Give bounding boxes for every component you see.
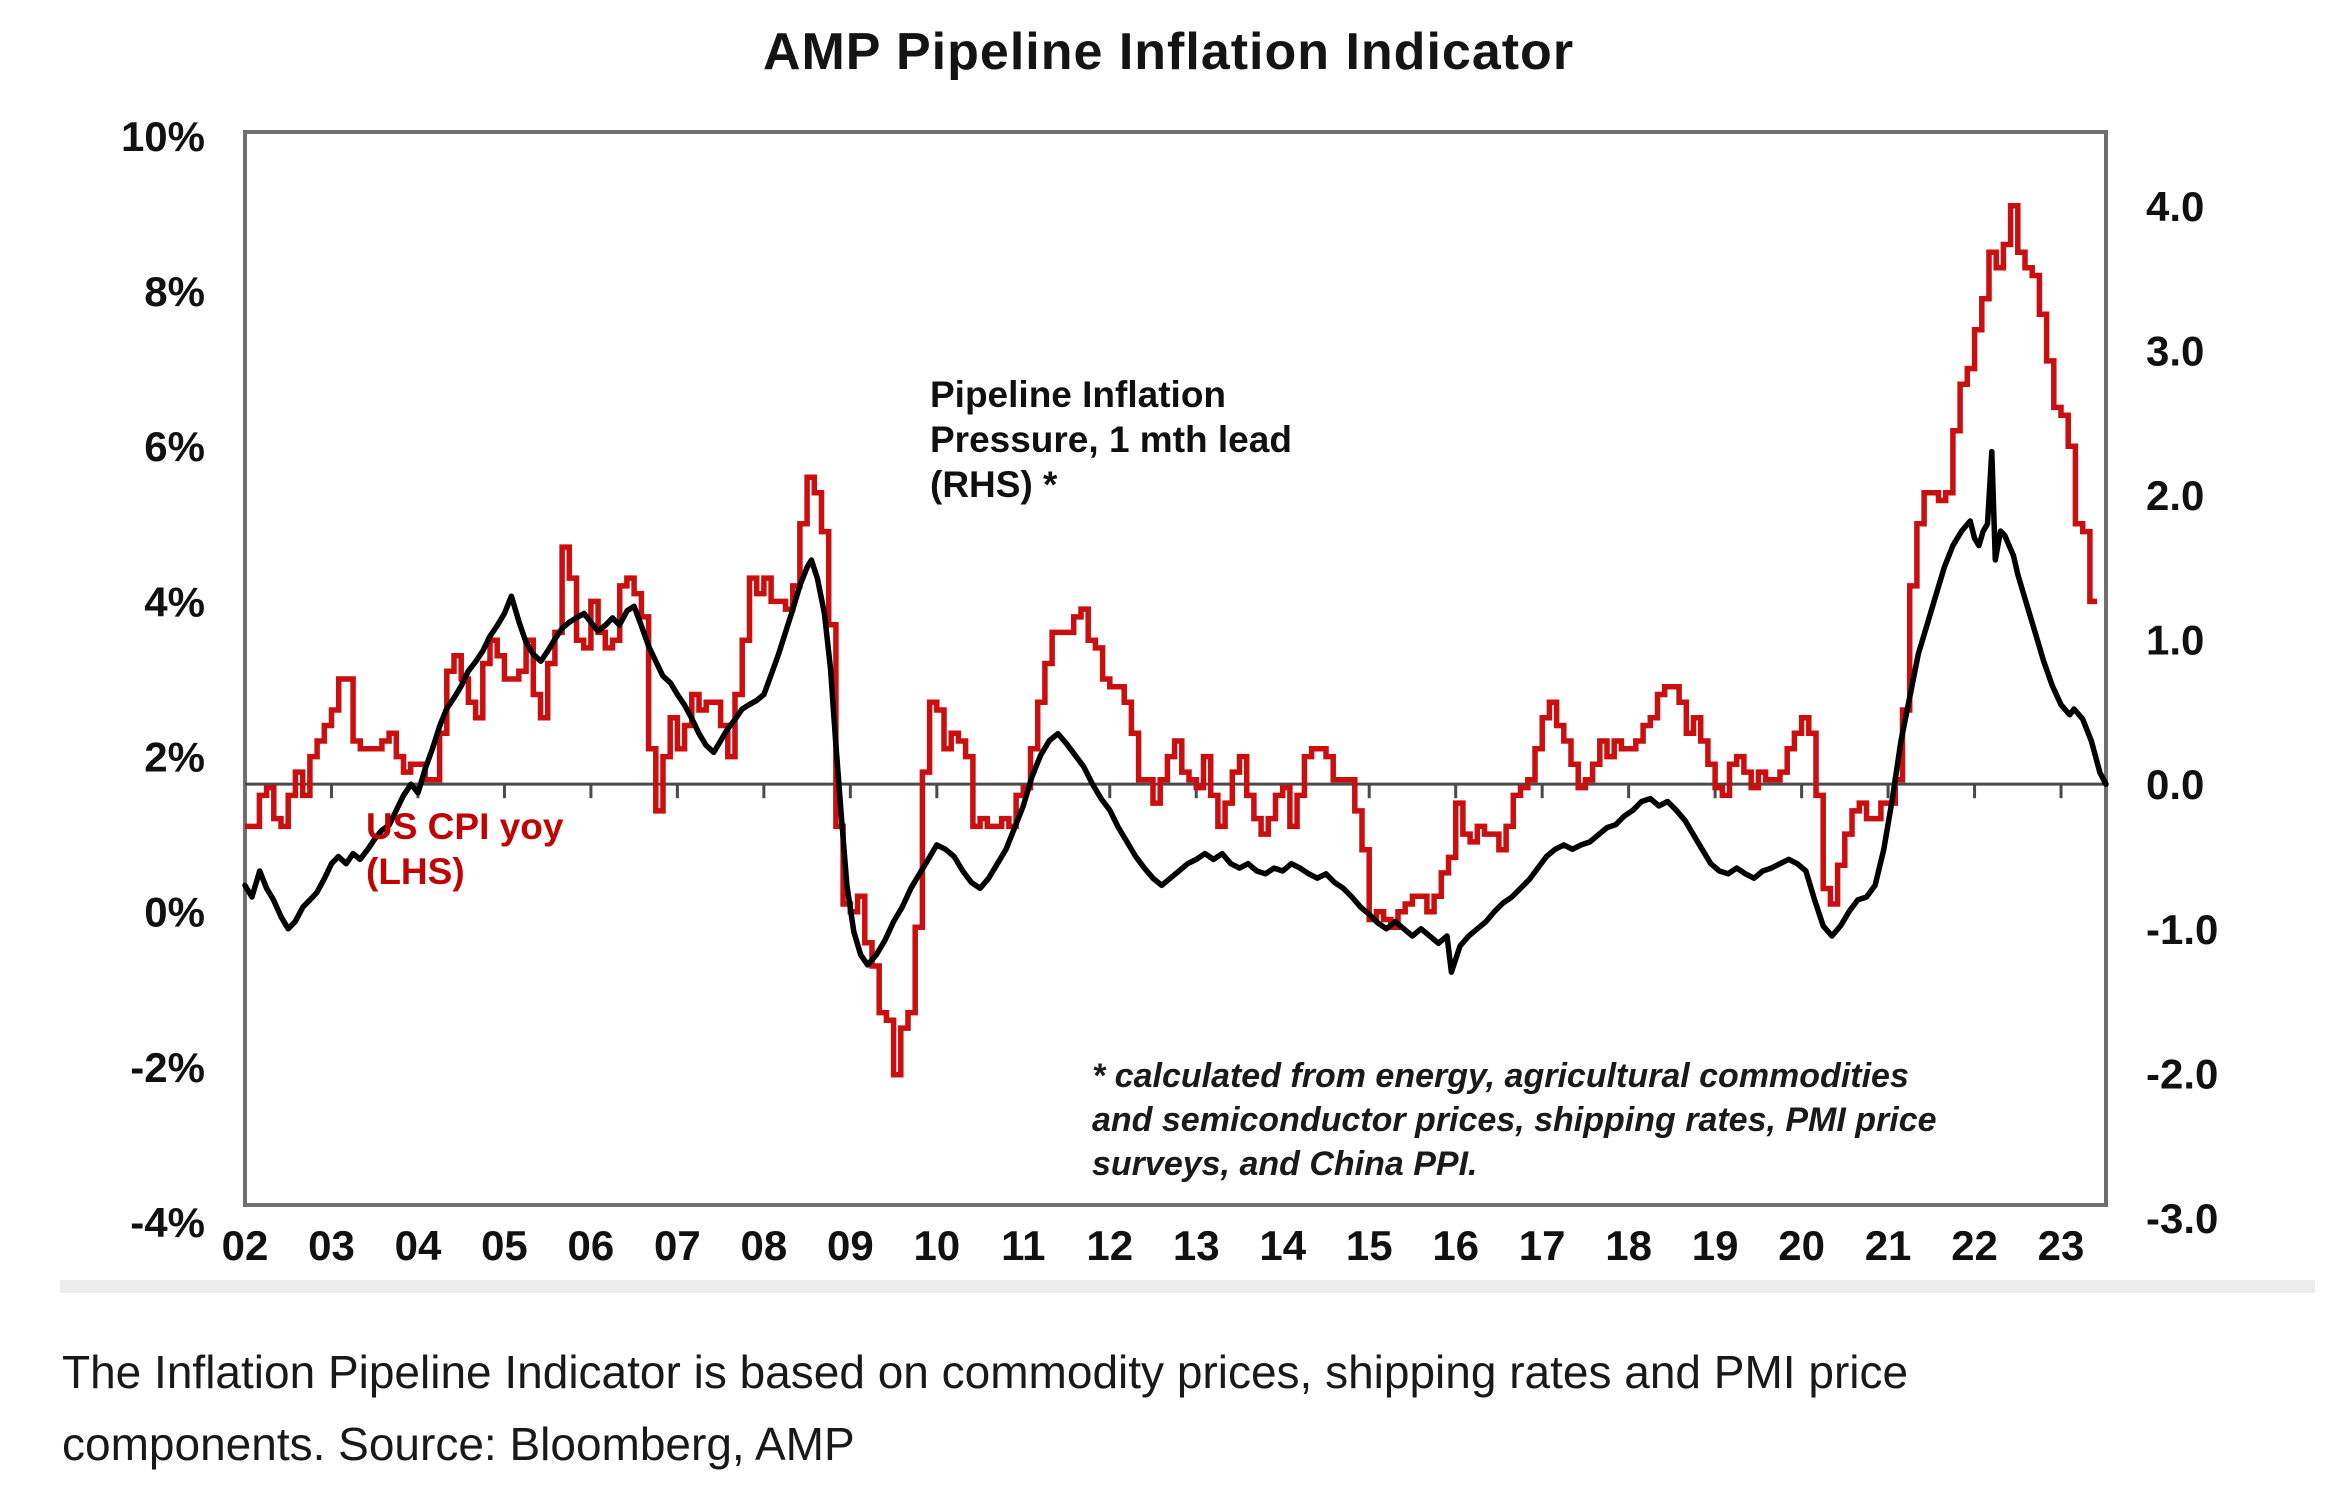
- left-axis-label: -2%: [130, 1044, 205, 1091]
- left-axis-label: 2%: [144, 734, 205, 781]
- x-axis-label: 10: [913, 1222, 960, 1269]
- right-axis-label: 2.0: [2146, 472, 2204, 519]
- right-axis-label: -2.0: [2146, 1050, 2218, 1097]
- left-axis-label: -4%: [130, 1199, 205, 1246]
- left-axis-label: 6%: [144, 423, 205, 470]
- footnote-text: * calculated from energy, agricultural c…: [1092, 1057, 1937, 1183]
- x-axis-label: 17: [1519, 1222, 1566, 1269]
- right-axis-label: 1.0: [2146, 617, 2204, 664]
- right-axis-label: 4.0: [2146, 183, 2204, 230]
- left-axis-label: 0%: [144, 889, 205, 936]
- x-axis-label: 06: [568, 1222, 615, 1269]
- pipeline-series-label: Pipeline Inflation Pressure, 1 mth lead …: [930, 374, 1292, 505]
- right-axis-label: -3.0: [2146, 1195, 2218, 1242]
- x-axis-label: 07: [654, 1222, 701, 1269]
- x-axis-label: 20: [1778, 1222, 1825, 1269]
- x-axis-label: 15: [1346, 1222, 1393, 1269]
- x-axis-label: 19: [1692, 1222, 1739, 1269]
- x-axis-label: 22: [1951, 1222, 1998, 1269]
- x-axis-label: 05: [481, 1222, 528, 1269]
- x-axis-label: 16: [1432, 1222, 1479, 1269]
- inflation-chart-canvas: 02 03 04 05 06 07 08 09 10 11 12 13 14 15 16 17 18 19 20 21…: [121, 113, 2218, 1269]
- cpi-series-line: [245, 202, 2098, 1078]
- right-axis-label: -1.0: [2146, 906, 2218, 953]
- separator-rule: [60, 1280, 2315, 1293]
- x-axis-label: 18: [1605, 1222, 1652, 1269]
- chart-title: AMP Pipeline Inflation Indicator: [762, 23, 1575, 81]
- right-axis-label: 0.0: [2146, 761, 2204, 808]
- chart-caption: The Inflation Pipeline Indicator is base…: [62, 1346, 1909, 1470]
- left-axis-label: 10%: [121, 113, 205, 160]
- plot-border: [243, 130, 2108, 1207]
- x-axis-label: 03: [308, 1222, 355, 1269]
- x-axis-label: 14: [1259, 1222, 1306, 1269]
- x-axis-label: 12: [1086, 1222, 1133, 1269]
- x-axis-label: 11: [1001, 1222, 1045, 1269]
- left-axis-label: 8%: [144, 268, 205, 315]
- x-axis-label: 13: [1173, 1222, 1220, 1269]
- pipeline-series-line: [242, 448, 2109, 975]
- cpi-series-label: US CPI yoy (LHS): [366, 806, 564, 892]
- x-axis-label: 08: [741, 1222, 788, 1269]
- x-axis-label: 21: [1865, 1222, 1912, 1269]
- left-axis-label: 4%: [144, 578, 205, 625]
- x-axis-label: 09: [827, 1222, 874, 1269]
- x-axis-label: 23: [2038, 1222, 2085, 1269]
- x-axis-label: 02: [222, 1222, 269, 1269]
- x-axis-label: 04: [395, 1222, 442, 1269]
- right-axis-label: 3.0: [2146, 327, 2204, 374]
